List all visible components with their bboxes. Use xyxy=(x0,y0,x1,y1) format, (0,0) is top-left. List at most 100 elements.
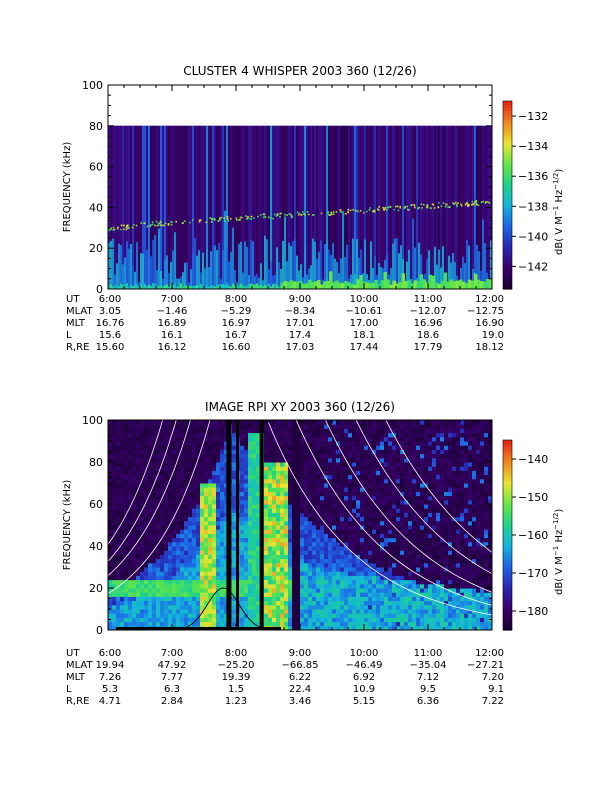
spectrogram-emission xyxy=(392,280,396,289)
plasma-line-point xyxy=(217,220,219,222)
spectrogram-cell xyxy=(360,504,365,509)
spectrogram-cell xyxy=(140,558,145,564)
spectrogram-cell xyxy=(412,537,417,543)
spectrogram-low-band xyxy=(316,258,319,289)
spectrogram-cell xyxy=(256,470,261,476)
spectrogram-cell xyxy=(296,504,301,509)
plasma-line-point xyxy=(413,204,416,206)
spectrogram-cell xyxy=(284,579,289,585)
spectrogram-bottom-band xyxy=(252,284,255,289)
spectrogram-cell xyxy=(192,562,197,568)
spectrogram-cell xyxy=(400,495,405,501)
spectrogram-cell xyxy=(168,583,173,589)
spectrogram-cell xyxy=(324,487,329,492)
spectrogram-cell xyxy=(204,621,209,627)
spectrogram-cell xyxy=(148,571,153,576)
spectrogram-low-band xyxy=(380,267,383,289)
spectrogram-cell xyxy=(240,436,245,442)
plasma-line-point xyxy=(460,204,463,207)
spectrogram-cell xyxy=(364,432,369,438)
spectrogram-cell xyxy=(252,432,257,438)
spectrogram-cell xyxy=(192,474,197,480)
spectrogram-low-band xyxy=(120,245,123,289)
spectrogram-cell xyxy=(176,457,181,463)
spectrogram-cell xyxy=(232,457,237,463)
spectrogram-cell xyxy=(288,470,293,476)
spectrogram-cell xyxy=(168,428,173,434)
spectrogram-cell xyxy=(336,432,341,438)
spectrogram-cell xyxy=(408,499,413,505)
spectrogram-emission xyxy=(341,283,345,289)
spectrogram-cell xyxy=(188,558,193,564)
spectrogram-cell xyxy=(376,420,381,425)
spectrogram-cell xyxy=(328,424,333,429)
spectrogram-column xyxy=(234,125,237,289)
ephemeris-value: 15.6 xyxy=(99,330,121,341)
spectrogram-cell xyxy=(268,508,273,513)
spectrogram-cell xyxy=(404,483,409,488)
spectrogram-low-band xyxy=(192,253,195,289)
spectrogram-cell xyxy=(376,567,381,572)
spectrogram-cell xyxy=(124,449,129,455)
spectrogram-cell xyxy=(220,554,225,560)
plasma-line-point xyxy=(339,209,341,211)
plasma-line-point xyxy=(125,228,127,231)
spectrogram-cell xyxy=(168,491,173,497)
spectrogram-cell xyxy=(284,474,289,480)
spectrogram-cell xyxy=(264,495,269,501)
spectrogram-cell xyxy=(256,537,261,543)
spectrogram-cell xyxy=(252,466,257,471)
spectrogram-cell xyxy=(304,554,309,560)
spectrogram-cell xyxy=(304,487,309,492)
spectrogram-column xyxy=(484,125,487,289)
spectrogram-cell xyxy=(136,449,141,455)
spectrogram-cell xyxy=(360,508,365,513)
colorbar-segment xyxy=(503,179,512,184)
spectrogram-cell xyxy=(192,525,197,530)
spectrogram-cell xyxy=(200,495,205,501)
spectrogram-cell xyxy=(404,436,409,442)
spectrogram-cell xyxy=(328,600,333,606)
spectrogram-cell xyxy=(324,457,329,463)
spectrogram-cell xyxy=(180,588,185,593)
spectrogram-cell xyxy=(240,550,245,555)
spectrogram-emission xyxy=(307,279,312,289)
spectrogram-cell xyxy=(164,617,169,623)
spectrogram-cell xyxy=(376,453,381,459)
spectrogram-cell xyxy=(112,478,117,484)
spectrogram-column xyxy=(160,125,163,289)
spectrogram-cell xyxy=(224,462,229,467)
spectrogram-cell xyxy=(292,537,297,543)
plasma-line-point xyxy=(131,226,134,229)
spectrogram-cell xyxy=(368,462,373,467)
spectrogram-cell xyxy=(388,499,393,505)
spectrogram-cell xyxy=(268,613,273,618)
spectrogram-bottom-band xyxy=(190,285,193,289)
spectrogram-bottom-band xyxy=(274,283,277,289)
plasma-line-point xyxy=(155,220,158,223)
spectrogram-cell xyxy=(324,609,329,614)
spectrogram-cell xyxy=(144,600,149,606)
spectrogram-cell xyxy=(320,558,325,564)
spectrogram-cell xyxy=(288,609,293,614)
spectrogram-cell xyxy=(340,520,345,526)
spectrogram-cell xyxy=(384,428,389,434)
plasma-line-point xyxy=(456,205,458,208)
spectrogram-cell xyxy=(212,613,217,618)
spectrogram-cell xyxy=(268,554,273,560)
spectrogram-cell xyxy=(380,516,385,522)
spectrogram-column xyxy=(396,125,399,289)
spectrogram-cell xyxy=(196,491,201,497)
spectrogram-cell xyxy=(176,592,181,597)
spectrogram-cell xyxy=(372,520,377,526)
spectrogram-cell xyxy=(268,537,273,543)
spectrogram-cell xyxy=(288,504,293,509)
spectrogram-cell xyxy=(172,504,177,509)
plasma-line-point xyxy=(189,221,191,224)
spectrogram-cell xyxy=(296,592,301,597)
spectrogram-cell xyxy=(252,470,257,476)
spectrogram-cell xyxy=(412,592,417,597)
spectrogram-cell xyxy=(316,621,321,627)
spectrogram-cell xyxy=(284,529,289,534)
spectrogram-cell xyxy=(400,462,405,467)
